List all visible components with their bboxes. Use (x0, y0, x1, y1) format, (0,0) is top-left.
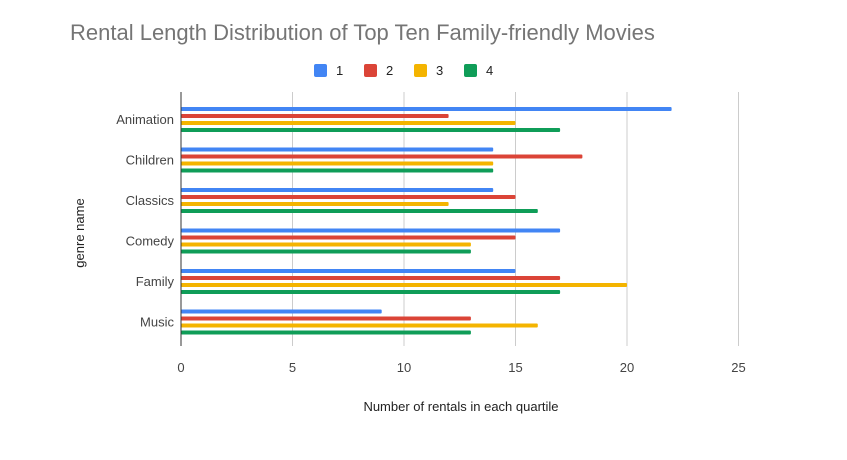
bar-classics-1 (181, 188, 494, 192)
x-tick-label: 25 (731, 360, 745, 375)
bar-animation-3 (181, 121, 516, 125)
y-tick-label: Animation (116, 112, 174, 127)
x-tick-label: 5 (289, 360, 296, 375)
bar-music-1 (181, 309, 382, 314)
legend: 1 2 3 4 (314, 63, 493, 78)
bar-family-3 (181, 283, 627, 287)
legend-swatch-1 (314, 64, 327, 77)
bar-children-1 (181, 147, 494, 152)
x-tick-label: 20 (620, 360, 634, 375)
y-tick-label: Children (126, 153, 174, 168)
bar-comedy-4 (181, 249, 471, 254)
bar-music-4 (181, 330, 471, 335)
x-tick-label: 15 (508, 360, 522, 375)
bar-animation-2 (181, 114, 449, 118)
y-tick-label: Classics (126, 193, 175, 208)
x-tick-labels: 0 5 10 15 20 25 (177, 360, 745, 375)
y-axis-label: genre name (72, 198, 87, 267)
legend-label: 4 (486, 63, 493, 78)
bar-comedy-2 (181, 235, 516, 240)
y-tick-label: Comedy (126, 234, 175, 249)
bars (181, 107, 672, 335)
bar-family-4 (181, 290, 561, 294)
bar-animation-1 (181, 107, 672, 111)
y-tick-label: Family (136, 274, 175, 289)
bar-animation-4 (181, 128, 561, 132)
y-tick-label: Music (140, 315, 174, 330)
bar-children-2 (181, 154, 583, 159)
x-tick-label: 0 (177, 360, 184, 375)
legend-swatch-3 (414, 64, 427, 77)
bar-classics-3 (181, 202, 449, 206)
bar-children-3 (181, 161, 494, 166)
legend-swatch-4 (464, 64, 477, 77)
x-axis-label: Number of rentals in each quartile (363, 399, 558, 414)
x-tick-label: 10 (397, 360, 411, 375)
y-tick-labels: Animation Children Classics Comedy Family Mus… (116, 112, 174, 330)
legend-swatch-2 (364, 64, 377, 77)
bar-family-1 (181, 269, 516, 273)
chart-title: Rental Length Distribution of Top Ten Fa… (70, 20, 655, 45)
bar-music-3 (181, 323, 538, 328)
legend-label: 1 (336, 63, 343, 78)
gridlines (292, 92, 739, 346)
bar-classics-2 (181, 195, 516, 199)
bar-classics-4 (181, 209, 538, 213)
bar-comedy-3 (181, 242, 471, 247)
legend-label: 3 (436, 63, 443, 78)
bar-comedy-1 (181, 228, 561, 233)
bar-music-2 (181, 316, 471, 321)
legend-label: 2 (386, 63, 393, 78)
bar-family-2 (181, 276, 561, 280)
bar-children-4 (181, 168, 494, 173)
